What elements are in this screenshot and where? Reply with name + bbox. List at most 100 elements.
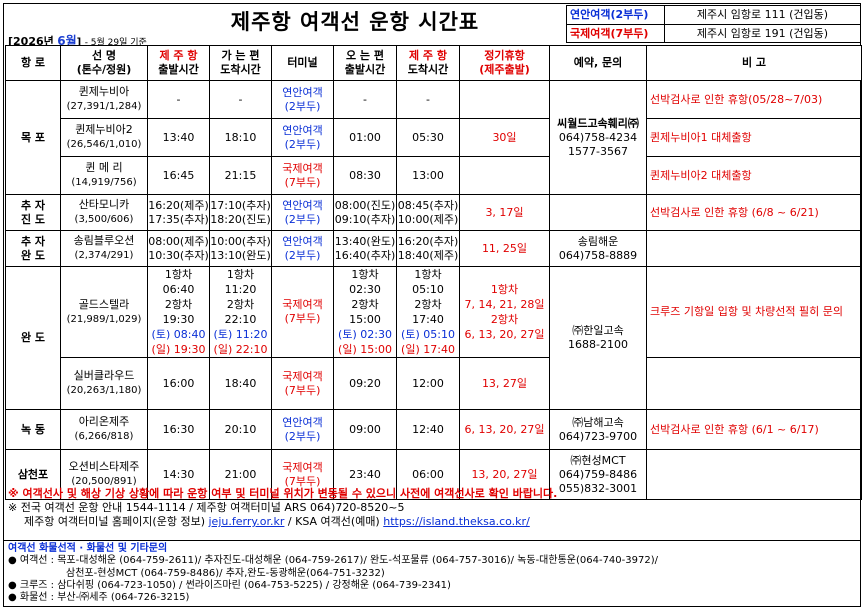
booking-cell: ㈜한일고속 1688-2100 [549,266,647,410]
ship-cell: 퀸제누비아 (27,391/1,284) [60,80,148,119]
table-row: 실버클라우드 (20,263/1,180) 16:00 18:40 국제여객 (7부… [6,357,862,410]
dep-time: 1항차 06:40 2항차 19:30 (토) 08:40 (일) 19:30 [147,266,210,358]
contacts-block: 여객선 화물선적 · 화물선 및 기타문의 ● 여객선 : 목포-대성해운 (0… [8,543,858,604]
ship-cell: 산타모니카 (3,500/606) [60,194,148,231]
booking-cell [549,194,647,231]
col-closed: 정기휴항 (제주출발) [459,45,550,81]
arr-time: 10:00(추자) 13:10(완도) [209,230,272,267]
remark-cell: 선박검사로 인한 휴항(05/28~7/03) [646,80,862,119]
ksa-booking-link[interactable]: https://island.theksa.co.kr/ [383,515,530,528]
remark-cell [646,449,862,500]
return-arr-time: 16:20(추자) 18:40(제주) [396,230,460,267]
return-arr-time: 12:00 [396,357,460,410]
dep-time: 13:40 [147,118,210,157]
booking-cell: ㈜남해고속 064)723-9700 [549,409,647,450]
terminal-cell: 연안여객 (2부두) [271,409,334,450]
col-terminal: 터미널 [271,45,334,81]
contact-line: ● 크루즈 : 삼다쉬핑 (064-723-1050) / 썬라이즈마린 (06… [8,579,451,591]
contact-line: ● 화물선 : 부산-㈜세주 (064-726-3215) [8,592,190,604]
ship-cell: 퀸제누비아2 (26,546/1,010) [60,118,148,157]
return-arr-time: 13:00 [396,156,460,195]
route-mokpo: 목 포 [5,80,61,195]
remark-cell: 선박검사로 인한 휴항 (6/8 ~ 6/21) [646,194,862,231]
return-arr-time: - [396,80,460,119]
return-arr-time: 08:45(추자) 10:00(제주) [396,194,460,231]
ship-cell: 오션비스타제주 (20,500/891) [60,449,148,500]
terminal-label-coastal: 연안여객(2부두) [567,6,665,24]
terminal-cell: 연안여객 (2부두) [271,118,334,157]
table-row: 목 포 퀸제누비아 (27,391/1,284) - - 연안여객 (2부두) - … [5,80,862,195]
closed-days: 13, 20, 27일 [459,449,550,500]
return-dep-time: 13:40(완도) 16:40(추자) [333,230,397,267]
closed-days: 11, 25일 [459,230,550,267]
remark-cell: 크루즈 기항일 입항 및 차량선적 필히 문의 [646,266,862,358]
dep-time: 16:30 [147,409,210,450]
remark-cell [646,357,862,410]
terminal-legend-row: 연안여객(2부두) 제주시 임항로 111 (건입동) [566,5,861,24]
ferry-homepage-link[interactable]: jeju.ferry.or.kr [208,515,285,528]
return-arr-time: 1항차 05:10 2항차 17:40 (토) 05:10 (일) 17:40 [396,266,460,358]
col-remarks: 비 고 [646,45,862,81]
return-dep-time: 09:20 [333,357,397,410]
remark-cell: 퀸제누비아2 대체출항 [646,156,862,195]
arr-time: 1항차 11:20 2항차 22:10 (토) 11:20 (일) 22:10 [209,266,272,358]
col-arr-go: 가 는 편 도착시간 [209,45,272,81]
arr-time: 18:10 [209,118,272,157]
dep-time: 16:45 [147,156,210,195]
closed-days: 6, 13, 20, 27일 [459,409,550,450]
terminal-address-coastal: 제주시 임항로 111 (건입동) [696,8,829,21]
page-title: 제주항 여객선 운항 시간표 [230,10,480,34]
terminal-cell: 연안여객 (2부두) [271,194,334,231]
closed-days: 30일 [459,118,550,157]
schedule-table: 항 로 선 명 (톤수/정원) 제 주 항 출발시간 가 는 편 도착시간 터미널 오… [5,45,862,500]
remark-cell [646,230,862,267]
route-samcheonpo: 삼천포 [5,449,61,500]
table-row: 삼천포 오션비스타제주 (20,500/891) 14:30 21:00 국제여객… [5,449,862,500]
ship-cell: 골드스텔라 (21,989/1,029) [60,266,148,358]
closed-days [459,156,550,195]
info-line: 제주항 여객터미널 홈페이지(운항 정보) jeju.ferry.or.kr /… [24,515,530,528]
table-row: 녹 동 아리온제주 (6,266/818) 16:30 20:10 연안여객 (2부… [5,409,862,450]
dep-time: 08:00(제주) 10:30(추자) [147,230,210,267]
date-label: [2026년 6월] - 5월 29일 기준 [8,34,147,48]
booking-cell: ㈜현성MCT 064)759-8486 055)832-3001 [549,449,647,500]
terminal-legend-row: 국제여객(7부두) 제주시 임항로 191 (건입동) [566,24,861,43]
col-dep-jeju: 제 주 항 출발시간 [147,45,210,81]
terminal-label-international: 국제여객(7부두) [567,25,665,42]
route-wando: 완 도 [5,266,61,410]
warning-text: ※ 여객선사 및 해상 기상 상황에 따라 운항 여부 및 터미널 위치가 변동… [8,487,558,500]
return-dep-time: - [333,80,397,119]
col-ship: 선 명 (톤수/정원) [60,45,148,81]
booking-cell: 송림해운 064)758-8889 [549,230,647,267]
closed-days [459,80,550,119]
closed-days: 3, 17일 [459,194,550,231]
arr-time: - [209,80,272,119]
arr-time: 20:10 [209,409,272,450]
col-route: 항 로 [5,45,61,81]
ship-cell: 송림블루오션 (2,374/291) [60,230,148,267]
remark-cell: 퀸제누비아1 대체출항 [646,118,862,157]
return-dep-time: 01:00 [333,118,397,157]
route-nokdong: 녹 동 [5,409,61,450]
return-dep-time: 09:00 [333,409,397,450]
return-arr-time: 06:00 [396,449,460,500]
booking-cell: 씨월드고속훼리㈜ 064)758-4234 1577-3567 [549,80,647,195]
terminal-cell: 국제여객 (7부두) [271,357,334,410]
col-arr-jeju: 제 주 항 도착시간 [396,45,460,81]
col-booking: 예약, 문의 [549,45,647,81]
terminal-cell: 연안여객 (2부두) [271,230,334,267]
return-dep-time: 1항차 02:30 2항차 15:00 (토) 02:30 (일) 15:00 [333,266,397,358]
dep-time: 16:20(제주) 17:35(추자) [147,194,210,231]
return-arr-time: 05:30 [396,118,460,157]
arr-time: 21:00 [209,449,272,500]
remark-cell: 선박검사로 인한 휴항 (6/1 ~ 6/17) [646,409,862,450]
dep-time: 16:00 [147,357,210,410]
divider [3,540,861,541]
terminal-cell: 국제여객 (7부두) [271,156,334,195]
dep-time: - [147,80,210,119]
table-row: 완 도 골드스텔라 (21,989/1,029) 1항차 06:40 2항차 19… [5,266,862,410]
arr-time: 21:15 [209,156,272,195]
